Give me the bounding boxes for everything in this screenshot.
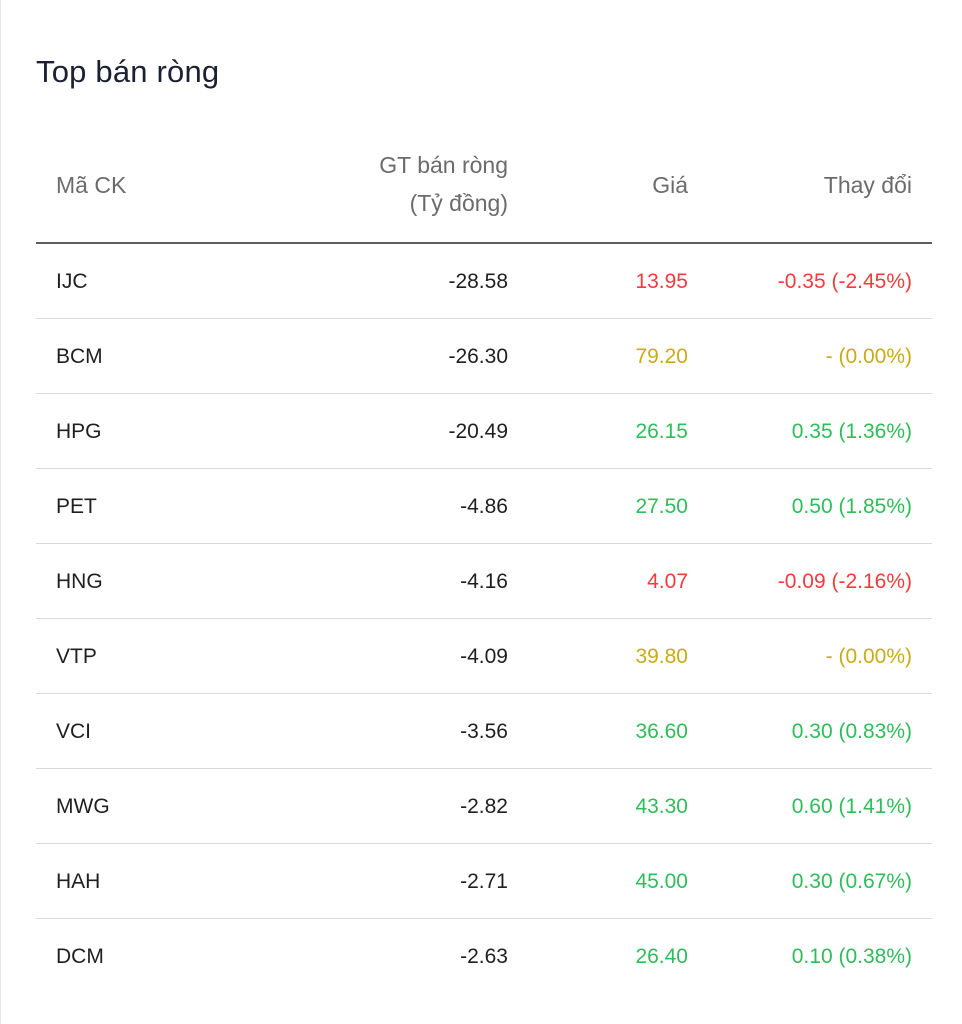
panel-title: Top bán ròng [36,54,220,89]
price-change: 0.50 (1.85%) [791,495,912,518]
price-change: 0.30 (0.83%) [791,720,912,743]
net-sell-value: -4.09 [460,645,508,668]
table-row-vci[interactable]: VCI -3.56 36.60 0.30 (0.83%) [36,694,932,769]
stock-price: 79.20 [635,345,688,368]
price-change: 0.30 (0.67%) [791,870,912,893]
price-change: 0.35 (1.36%) [791,420,912,443]
column-header-code[interactable]: Mã CK [56,172,127,198]
table-row-dcm[interactable]: DCM -2.63 26.40 0.10 (0.38%) [36,919,932,994]
stock-code[interactable]: BCM [56,345,103,368]
stock-code[interactable]: HAH [56,870,101,893]
table-row-ijc[interactable]: IJC -28.58 13.95 -0.35 (-2.45%) [36,244,932,319]
stock-price: 45.00 [635,870,688,893]
stock-code[interactable]: VCI [56,720,92,743]
stock-code[interactable]: DCM [56,945,104,968]
net-sell-value: -4.86 [460,495,508,518]
stock-price: 26.40 [635,945,688,968]
column-header-price[interactable]: Giá [652,172,688,198]
table-row-hng[interactable]: HNG -4.16 4.07 -0.09 (-2.16%) [36,544,932,619]
table-header: Mã CK GT bán ròng (Tỷ đồng) Giá Thay đổi [36,140,932,244]
stock-price: 4.07 [647,570,688,593]
stock-code[interactable]: VTP [56,645,97,668]
stock-price: 27.50 [635,495,688,518]
stock-price: 39.80 [635,645,688,668]
net-sell-value: -26.30 [448,345,508,368]
net-sell-value: -4.16 [460,570,508,593]
net-sell-value: -2.82 [460,795,508,818]
panel-left-border [0,0,1,1024]
stock-price: 26.15 [635,420,688,443]
stock-price: 13.95 [635,270,688,293]
net-sell-value: -20.49 [448,420,508,443]
price-change: - (0.00%) [825,345,912,368]
table-row-hah[interactable]: HAH -2.71 45.00 0.30 (0.67%) [36,844,932,919]
price-change: 0.10 (0.38%) [791,945,912,968]
net-sell-value: -28.58 [448,270,508,293]
table-row-bcm[interactable]: BCM -26.30 79.20 - (0.00%) [36,319,932,394]
stock-code[interactable]: HNG [56,570,103,593]
column-header-net-sell-line2: (Tỷ đồng) [409,190,508,216]
net-sell-value: -2.63 [460,945,508,968]
price-change: -0.35 (-2.45%) [777,270,912,293]
column-header-change[interactable]: Thay đổi [823,172,912,198]
table-row-pet[interactable]: PET -4.86 27.50 0.50 (1.85%) [36,469,932,544]
stock-price: 36.60 [635,720,688,743]
net-sell-value: -3.56 [460,720,508,743]
stock-code[interactable]: PET [56,495,97,518]
net-sell-value: -2.71 [460,870,508,893]
price-change: -0.09 (-2.16%) [777,570,912,593]
stock-price: 43.30 [635,795,688,818]
table-row-vtp[interactable]: VTP -4.09 39.80 - (0.00%) [36,619,932,694]
column-header-net-sell-line1: GT bán ròng [379,152,508,178]
table-row-hpg[interactable]: HPG -20.49 26.15 0.35 (1.36%) [36,394,932,469]
column-header-net-sell[interactable]: GT bán ròng (Tỷ đồng) [379,146,508,222]
stock-code[interactable]: MWG [56,795,110,818]
price-change: - (0.00%) [825,645,912,668]
table-body: IJC -28.58 13.95 -0.35 (-2.45%) BCM -26.… [36,244,932,994]
price-change: 0.60 (1.41%) [791,795,912,818]
table-row-mwg[interactable]: MWG -2.82 43.30 0.60 (1.41%) [36,769,932,844]
stock-code[interactable]: HPG [56,420,102,443]
net-sell-table: Mã CK GT bán ròng (Tỷ đồng) Giá Thay đổi… [36,140,932,994]
stock-code[interactable]: IJC [56,270,88,293]
